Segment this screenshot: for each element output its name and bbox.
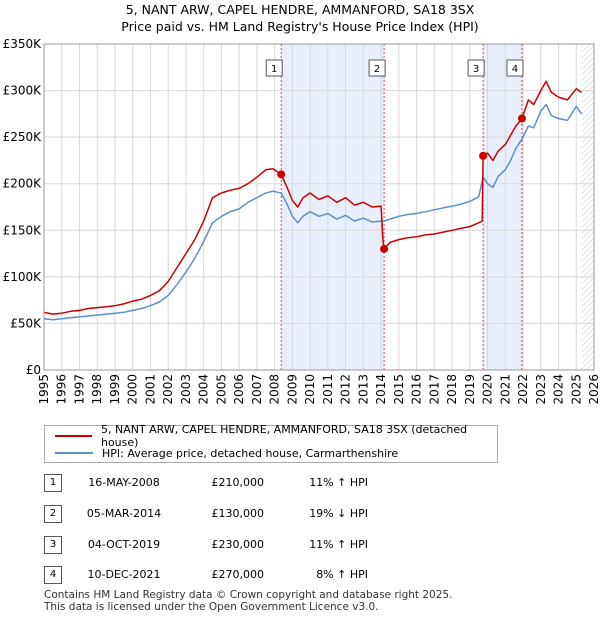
plot-frame	[43, 43, 595, 371]
x-tick-label: 2026	[587, 374, 600, 405]
x-tick-label: 2002	[161, 374, 175, 405]
transaction-price: £270,000	[211, 568, 265, 581]
transaction-hpi-diff: 8% ↑ HPI	[316, 568, 368, 581]
legend-item-hpi: HPI: Average price, detached house, Carm…	[55, 445, 398, 461]
x-tick-label: 1998	[90, 374, 104, 405]
x-tick-label: 2023	[534, 374, 548, 405]
transaction-price: £230,000	[211, 538, 265, 551]
sale-marker-box	[506, 59, 524, 77]
x-tick-label: 1995	[37, 374, 51, 405]
y-tick-label: £350K	[3, 37, 43, 51]
transaction-number-badge: 4	[44, 566, 62, 584]
chart-title-address: 5, NANT ARW, CAPEL HENDRE, AMMANFORD, SA…	[125, 2, 475, 17]
x-tick-label: 2024	[552, 374, 566, 405]
sale-point	[380, 244, 389, 253]
x-tick-label: 2000	[126, 374, 140, 405]
transaction-row: 2 05-MAR-2014 £130,000 19% ↓ HPI	[44, 505, 524, 525]
x-tick-label: 2016	[410, 374, 424, 405]
sale-marker-box	[368, 59, 386, 77]
footer-attribution: Contains HM Land Registry data © Crown c…	[44, 589, 452, 613]
y-tick-label: £100K	[3, 270, 43, 284]
x-tick-label: 2003	[179, 374, 193, 405]
x-tick-label: 2017	[427, 374, 441, 405]
x-tick-label: 2022	[516, 374, 530, 405]
transaction-hpi-diff: 19% ↓ HPI	[309, 507, 368, 520]
transaction-date: 10-DEC-2021	[87, 568, 161, 581]
x-tick-label: 2012	[339, 374, 353, 405]
x-tick-label: 1997	[72, 374, 86, 405]
x-tick-label: 2008	[268, 374, 282, 405]
x-tick-label: 2014	[374, 374, 388, 405]
hpi-series-line	[43, 103, 583, 321]
transaction-number-badge: 3	[44, 536, 62, 554]
chart-legend: 5, NANT ARW, CAPEL HENDRE, AMMANFORD, SA…	[44, 423, 498, 463]
transaction-row: 4 10-DEC-2021 £270,000 8% ↑ HPI	[44, 566, 524, 586]
x-tick-label: 1999	[108, 374, 122, 405]
y-tick-label: £50K	[10, 316, 42, 330]
sale-marker-label: 1	[271, 64, 277, 75]
legend-swatch-property	[55, 435, 92, 437]
y-tick-label: £300K	[3, 84, 43, 98]
property-series-line	[43, 80, 583, 315]
x-tick-label: 1996	[55, 374, 69, 405]
sale-marker-box	[467, 59, 485, 77]
shaded-period	[483, 44, 522, 370]
legend-label-hpi: HPI: Average price, detached house, Carm…	[102, 446, 399, 460]
transaction-number-badge: 1	[44, 474, 62, 492]
transaction-hpi-diff: 11% ↑ HPI	[309, 538, 368, 551]
footer-copyright: Contains HM Land Registry data © Crown c…	[44, 589, 453, 601]
y-tick-label: £0	[26, 363, 41, 377]
transaction-date: 16-MAY-2008	[88, 476, 160, 489]
sale-point	[517, 114, 526, 123]
transaction-number-badge: 2	[44, 505, 62, 523]
transaction-row: 3 04-OCT-2019 £230,000 11% ↑ HPI	[44, 536, 524, 556]
x-tick-label: 2001	[143, 374, 157, 405]
sale-marker-label: 4	[512, 64, 518, 75]
transaction-row: 1 16-MAY-2008 £210,000 11% ↑ HPI	[44, 474, 524, 494]
x-tick-label: 2010	[303, 374, 317, 405]
x-tick-label: 2007	[250, 374, 264, 405]
transaction-price: £130,000	[211, 507, 265, 520]
transaction-date: 04-OCT-2019	[87, 538, 161, 551]
legend-item-property: 5, NANT ARW, CAPEL HENDRE, AMMANFORD, SA…	[55, 423, 497, 449]
forecast-hatch	[581, 44, 594, 370]
x-tick-label: 2009	[285, 374, 299, 405]
y-tick-label: £250K	[3, 130, 43, 144]
x-tick-label: 2004	[197, 374, 211, 405]
x-tick-label: 2011	[321, 374, 335, 405]
x-tick-label: 2006	[232, 374, 246, 405]
price-chart: 1 2 3 4 £0 £50K £100K £150K £200K £250K £300K £350K…	[3, 37, 600, 405]
x-tick-label: 2021	[498, 374, 512, 405]
x-tick-label: 2020	[481, 374, 495, 405]
legend-swatch-hpi	[55, 452, 93, 454]
x-tick-label: 2019	[463, 374, 477, 405]
sale-point	[277, 170, 286, 179]
x-tick-label: 2018	[445, 374, 459, 405]
x-tick-label: 2013	[356, 374, 370, 405]
sale-marker-box	[265, 59, 283, 77]
y-tick-label: £150K	[3, 223, 43, 237]
transaction-date: 05-MAR-2014	[86, 507, 162, 520]
sale-marker-label: 3	[473, 64, 479, 75]
transaction-hpi-diff: 11% ↑ HPI	[309, 476, 368, 489]
x-tick-label: 2015	[392, 374, 406, 405]
transaction-price: £210,000	[211, 476, 265, 489]
y-tick-label: £200K	[3, 177, 43, 191]
chart-subtitle: Price paid vs. HM Land Registry's House …	[121, 19, 479, 34]
footer-licence: This data is licensed under the Open Gov…	[44, 601, 379, 613]
sale-point	[479, 151, 488, 160]
x-tick-label: 2025	[569, 374, 583, 405]
legend-label-property: 5, NANT ARW, CAPEL HENDRE, AMMANFORD, SA…	[100, 423, 468, 449]
shaded-period	[281, 44, 385, 370]
x-tick-label: 2005	[214, 374, 228, 405]
sale-marker-label: 2	[374, 64, 380, 75]
